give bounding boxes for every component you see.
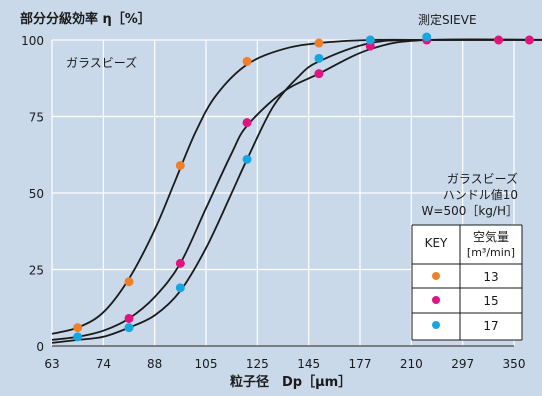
legend-marker-13 [432, 272, 440, 280]
series-17-point [175, 283, 185, 293]
legend-title-line-2: ハンドル値10 [443, 187, 518, 202]
x-tick-label: 74 [96, 357, 111, 371]
series-15-point [242, 118, 252, 128]
x-tick-label: 125 [246, 357, 269, 371]
x-tick-label: 350 [503, 357, 526, 371]
series-13-point [242, 56, 252, 66]
data-points [73, 32, 534, 342]
series-13-point [73, 323, 83, 333]
legend-label-13: 13 [483, 270, 498, 284]
legend-table-lines [411, 224, 523, 341]
legend-rows: 13 15 17 [432, 270, 499, 333]
series-17-point [365, 35, 375, 45]
legend: ガラスビーズ ハンドル値10 W=500［kg/H］ KEY 空気量 [m³/m… [411, 171, 523, 341]
x-axis-label: 粒子径 Dp［μm］ [230, 374, 351, 390]
x-tick-label: 88 [147, 357, 162, 371]
series-13-point [124, 277, 134, 287]
series-15-point [494, 35, 504, 45]
series-15-point [124, 313, 134, 323]
legend-label-15: 15 [483, 294, 498, 308]
legend-header-key: KEY [425, 236, 448, 250]
y-tick-label: 100 [21, 34, 44, 48]
legend-title-line-3: W=500［kg/H］ [422, 204, 518, 218]
legend-label-17: 17 [483, 319, 498, 333]
chart-subtitle: 測定SIEVE [418, 12, 477, 27]
y-tick-label: 75 [29, 111, 44, 125]
series-13-point [314, 38, 324, 48]
series-13-point [175, 160, 185, 170]
x-tick-label: 297 [451, 357, 474, 371]
y-tick-label: 0 [36, 340, 44, 354]
legend-background [412, 225, 522, 340]
x-tick-label: 105 [195, 357, 218, 371]
series-17-point [124, 323, 134, 333]
x-tick-label: 177 [349, 357, 372, 371]
axis-ticks: 63 74 88 105 125 145 177 210 297 350 0 25 50 75 100 [21, 34, 525, 371]
series-15-curve [51, 38, 542, 341]
curve-annotation: ガラスビーズ [66, 55, 137, 70]
legend-marker-15 [432, 296, 440, 304]
x-tick-label: 210 [400, 357, 423, 371]
y-tick-label: 25 [29, 264, 44, 278]
series-17-point [242, 154, 252, 164]
series-15-point [524, 35, 534, 45]
series-17-point [73, 332, 83, 342]
legend-marker-17 [432, 321, 440, 329]
series-17-point [422, 32, 432, 42]
chart-title: 部分分級効率 η［%］ [20, 11, 151, 27]
legend-header-value-1: 空気量 [473, 229, 509, 244]
x-tick-label: 145 [297, 357, 320, 371]
grid [51, 39, 515, 347]
series-17-point [314, 53, 324, 63]
legend-header-value-2: [m³/min] [467, 246, 515, 259]
legend-title-line-1: ガラスビーズ [447, 171, 518, 186]
series-15-point [175, 258, 185, 268]
series-15-point [314, 69, 324, 79]
x-tick-label: 63 [44, 357, 59, 371]
y-tick-label: 50 [29, 187, 44, 201]
